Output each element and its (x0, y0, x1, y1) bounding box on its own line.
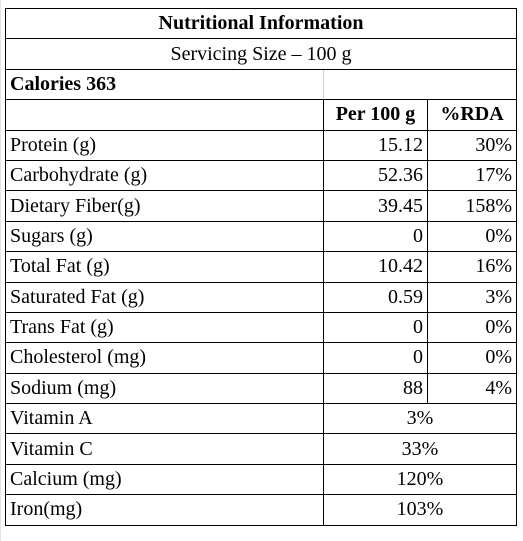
rda-value[interactable]: 30% (426, 129, 518, 161)
table-title[interactable]: Nutritional Information (4, 7, 518, 40)
title-row: Nutritional Information (4, 7, 518, 40)
table-row: Carbohydrate (g) 52.36 17% (5, 159, 518, 192)
table-row: Sodium (mg) 88 4% (5, 372, 518, 405)
rda-value[interactable]: 17% (426, 159, 518, 192)
per-100g-value[interactable]: 39.45 (323, 190, 428, 222)
vitamin-row: Iron(mg) 103% (5, 494, 518, 526)
per-100g-header[interactable]: Per 100 g (323, 99, 428, 131)
nutrient-label[interactable]: Cholesterol (mg) (5, 342, 324, 374)
rda-value[interactable]: 0% (426, 342, 518, 374)
vitamin-label[interactable]: Vitamin A (5, 403, 324, 435)
vitamin-value[interactable]: 3% (322, 403, 518, 435)
rda-value[interactable]: 158% (426, 190, 518, 222)
per-100g-value[interactable]: 0 (323, 342, 428, 374)
per-100g-value[interactable]: 0 (323, 220, 428, 253)
vitamin-value[interactable]: 120% (322, 463, 518, 496)
header-blank-cell[interactable] (5, 99, 324, 131)
vitamin-label[interactable]: Vitamin C (5, 433, 324, 465)
nutrient-label[interactable]: Saturated Fat (g) (5, 281, 324, 313)
table-row: Total Fat (g) 10.42 16% (5, 251, 518, 283)
nutrient-label[interactable]: Trans Fat (g) (5, 311, 324, 344)
table-row: Trans Fat (g) 0 0% (5, 311, 518, 344)
vitamin-row: Vitamin A 3% (5, 403, 518, 435)
rda-value[interactable]: 3% (426, 281, 518, 313)
per-100g-value[interactable]: 10.42 (323, 251, 428, 283)
nutrient-label[interactable]: Carbohydrate (g) (5, 159, 324, 192)
serving-row: Servicing Size – 100 g (4, 38, 518, 70)
table-row: Cholesterol (mg) 0 0% (5, 342, 518, 374)
rda-value[interactable]: 0% (426, 220, 518, 253)
vitamin-label[interactable]: Calcium (mg) (5, 463, 324, 496)
per-100g-value[interactable]: 88 (323, 372, 428, 405)
per-100g-value[interactable]: 0 (323, 311, 428, 344)
nutrient-label[interactable]: Sugars (g) (5, 220, 324, 253)
per-100g-value[interactable]: 0.59 (323, 281, 428, 313)
table-row: Saturated Fat (g) 0.59 3% (5, 281, 518, 313)
nutrient-label[interactable]: Total Fat (g) (5, 251, 324, 283)
calories-row: Calories 363 (5, 68, 518, 101)
nutrition-table: Nutritional Information Servicing Size –… (4, 7, 518, 526)
column-header-row: Per 100 g %RDA (5, 99, 518, 131)
rda-header[interactable]: %RDA (426, 99, 518, 131)
table-row: Protein (g) 15.12 30% (5, 129, 518, 161)
vitamin-row: Calcium (mg) 120% (5, 463, 518, 496)
nutrient-label[interactable]: Dietary Fiber(g) (5, 190, 324, 222)
vitamin-label[interactable]: Iron(mg) (5, 494, 324, 526)
vitamin-row: Vitamin C 33% (5, 433, 518, 465)
serving-size[interactable]: Servicing Size – 100 g (4, 38, 518, 70)
per-100g-value[interactable]: 52.36 (323, 159, 428, 192)
vitamin-value[interactable]: 103% (322, 494, 518, 526)
nutrient-label[interactable]: Sodium (mg) (5, 372, 324, 405)
vitamin-value[interactable]: 33% (322, 433, 518, 465)
rda-value[interactable]: 4% (426, 372, 518, 405)
nutrient-label[interactable]: Protein (g) (5, 129, 324, 161)
rda-value[interactable]: 0% (426, 311, 518, 344)
calories-blank-cell[interactable] (322, 68, 518, 101)
rda-value[interactable]: 16% (426, 251, 518, 283)
table-row: Sugars (g) 0 0% (5, 220, 518, 253)
per-100g-value[interactable]: 15.12 (323, 129, 428, 161)
table-row: Dietary Fiber(g) 39.45 158% (5, 190, 518, 222)
calories-label[interactable]: Calories 363 (5, 68, 324, 101)
